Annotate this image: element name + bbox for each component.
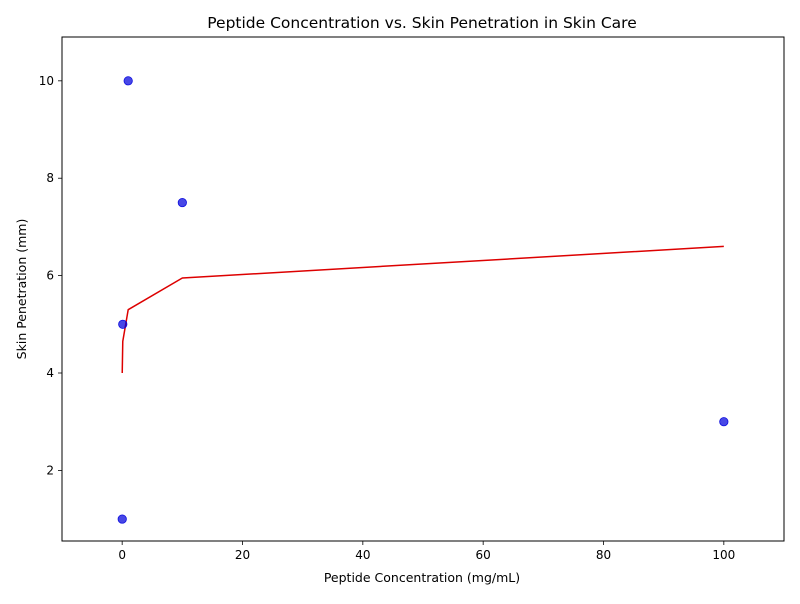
scatter-point: [177, 197, 187, 208]
y-axis-label: Skin Penetration (mm): [14, 219, 29, 360]
x-axis-label: Peptide Concentration (mg/mL): [324, 570, 520, 585]
x-axis-ticks: 0 20 40 60 80 100: [118, 541, 735, 562]
x-tick-label: 40: [355, 548, 370, 562]
x-tick-label: 60: [476, 548, 491, 562]
x-tick-label: 0: [118, 548, 126, 562]
trend-line: [121, 245, 724, 374]
y-tick-label: 6: [46, 269, 54, 283]
scatter-point: [719, 417, 729, 427]
x-tick-label: 20: [235, 548, 250, 562]
y-tick-label: 4: [46, 366, 54, 380]
plot-frame: [61, 36, 785, 542]
y-tick-label: 2: [46, 463, 54, 477]
y-tick-label: 8: [46, 171, 54, 185]
scatter-point: [123, 76, 133, 86]
chart-marks: [117, 76, 729, 524]
x-tick-label: 80: [596, 548, 611, 562]
y-tick-label: 10: [39, 74, 54, 88]
x-tick-label: 100: [712, 548, 735, 562]
scatter-point: [117, 514, 127, 524]
y-axis-ticks: 2 4 6 8 10: [39, 74, 62, 477]
chart-title: Peptide Concentration vs. Skin Penetrati…: [207, 14, 636, 32]
scatter-point: [118, 319, 128, 329]
plot-area: [61, 36, 785, 542]
